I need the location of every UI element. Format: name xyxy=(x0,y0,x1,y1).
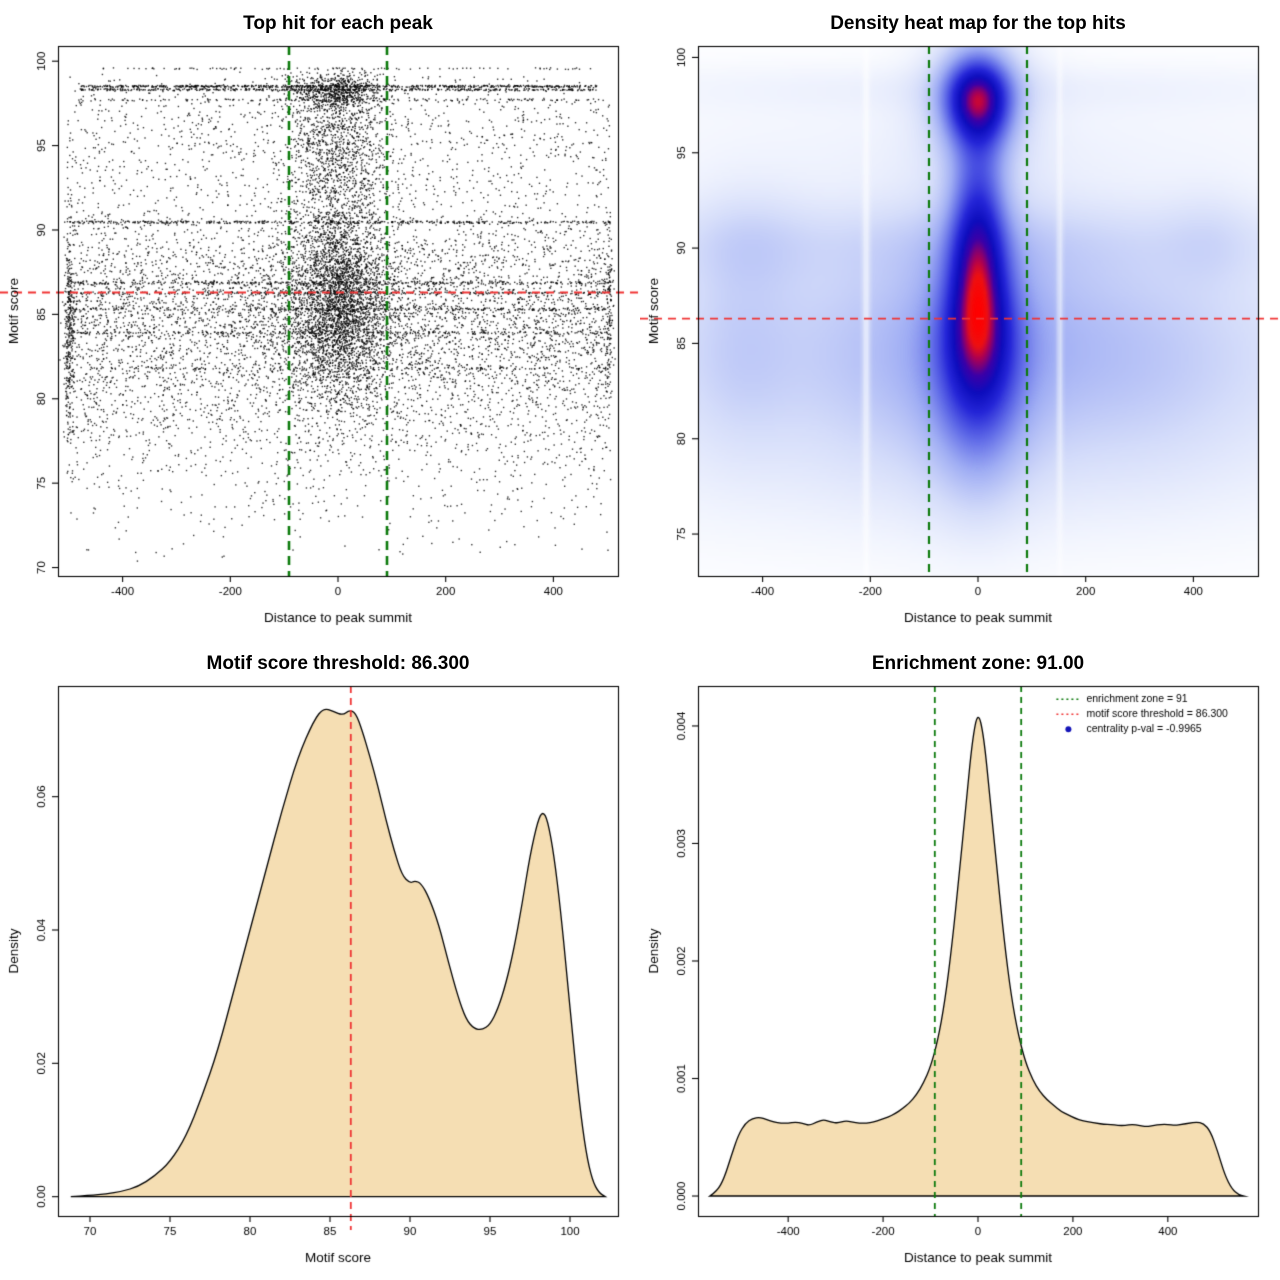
panel-top-hit-scatter: Top hit for each peak xyxy=(0,0,640,640)
density-heatmap-canvas xyxy=(640,0,1280,640)
panel-motif-score-density: Motif score threshold: 86.300 xyxy=(0,640,640,1280)
panel-summit-distance-density: Enrichment zone: 91.00 xyxy=(640,640,1280,1280)
motif-score-density-canvas xyxy=(0,640,640,1280)
summit-distance-density-canvas xyxy=(640,640,1280,1280)
panel-density-heatmap: Density heat map for the top hits xyxy=(640,0,1280,640)
top-hit-scatter-canvas xyxy=(0,0,640,640)
